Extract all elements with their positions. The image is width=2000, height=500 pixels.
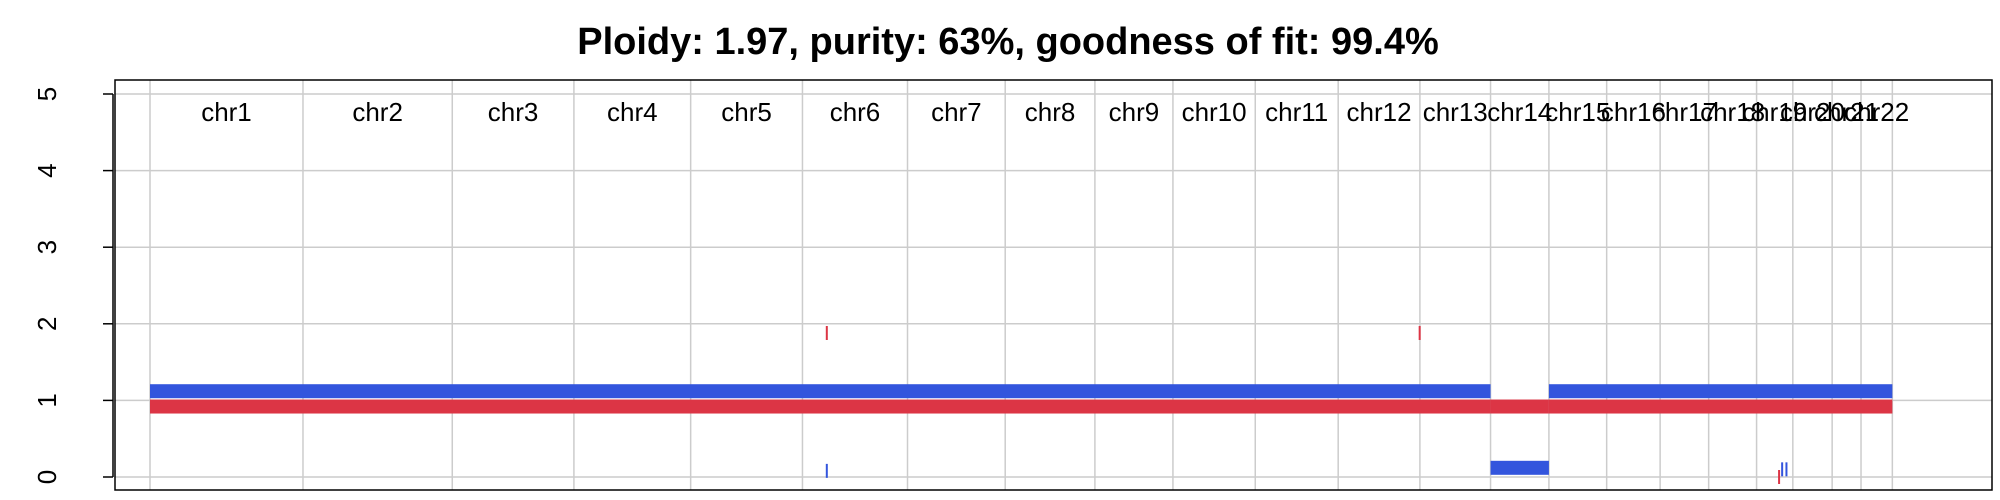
major-copy-number-segment <box>1778 470 1781 484</box>
chromosome-label: chr17 <box>1652 97 1717 127</box>
major-copy-number-segment <box>1490 399 1549 414</box>
chromosome-label: chr4 <box>607 97 658 127</box>
chromosome-label: chr16 <box>1601 97 1666 127</box>
chromosome-label: chr7 <box>931 97 982 127</box>
grid-layer <box>115 80 1992 490</box>
y-tick-label: 5 <box>32 87 62 101</box>
chromosome-label: chr21 <box>1814 97 1879 127</box>
chromosome-label: chr11 <box>1265 97 1328 127</box>
major-copy-number-segment <box>1418 325 1421 340</box>
chromosome-label: chr18 <box>1700 97 1765 127</box>
y-axis: 0 1 2 3 4 5 <box>32 87 114 484</box>
chromosome-label: chr2 <box>352 97 403 127</box>
chromosome-label: chr5 <box>721 97 772 127</box>
minor-copy-number-segment <box>825 463 828 478</box>
minor-copy-number-segment <box>150 384 1491 399</box>
chromosome-label: chr19 <box>1742 97 1807 127</box>
minor-copy-number-segment <box>1548 384 1893 399</box>
chromosome-label: chr20 <box>1780 97 1845 127</box>
major-copy-number-segment <box>1548 399 1893 414</box>
y-tick-label: 4 <box>32 163 62 177</box>
y-tick-label: 2 <box>32 317 62 331</box>
major-copy-number-segment <box>150 399 1491 414</box>
chromosome-label: chr8 <box>1025 97 1076 127</box>
minor-copy-number-segment <box>1490 460 1549 475</box>
y-tick-label: 0 <box>32 470 62 484</box>
chromosome-label: chr12 <box>1347 97 1412 127</box>
chart-title: Ploidy: 1.97, purity: 63%, goodness of f… <box>577 21 1439 63</box>
chromosome-label: chr6 <box>830 97 881 127</box>
chromosome-label: chr15 <box>1545 97 1610 127</box>
chromosome-label: chr3 <box>488 97 539 127</box>
major-copy-number-segment <box>825 325 828 340</box>
segment-layer <box>150 325 1893 484</box>
y-tick-label: 3 <box>32 240 62 254</box>
minor-copy-number-segment <box>1781 462 1784 477</box>
minor-copy-number-segment <box>1785 462 1788 477</box>
chromosome-label: chr9 <box>1109 97 1160 127</box>
chromosome-label: chr10 <box>1182 97 1247 127</box>
chromosome-label: chr22 <box>1844 97 1909 127</box>
chromosome-labels: chr1 chr2 chr3 chr4 chr5 chr6 chr7 chr8 chr9 chr1… <box>201 97 1909 127</box>
chromosome-label: chr13 <box>1423 97 1488 127</box>
chromosome-label: chr14 <box>1487 97 1552 127</box>
plot-frame <box>114 79 1993 491</box>
chromosome-label: chr1 <box>201 97 252 127</box>
y-tick-label: 1 <box>32 393 62 407</box>
